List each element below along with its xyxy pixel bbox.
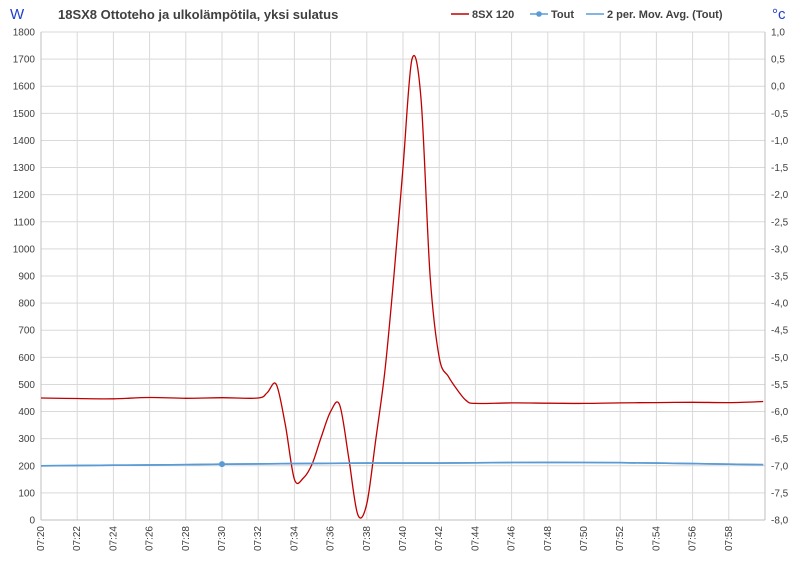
x-tick-label: 07:44 bbox=[470, 526, 481, 551]
x-tick-label: 07:58 bbox=[724, 526, 735, 551]
y-left-tick-label: 600 bbox=[18, 353, 35, 364]
y-right-tick-label: 1,0 bbox=[771, 28, 785, 39]
legend-marker-tout bbox=[536, 11, 542, 17]
y-right-tick-label: -1,0 bbox=[771, 136, 789, 147]
y-left-tick-label: 100 bbox=[18, 488, 35, 499]
y-left-tick-label: 400 bbox=[18, 407, 35, 418]
y-left-tick-label: 1300 bbox=[13, 163, 36, 174]
x-tick-label: 07:22 bbox=[72, 526, 83, 551]
x-tick-label: 07:56 bbox=[688, 526, 699, 551]
y-right-tick-label: -1,5 bbox=[771, 163, 789, 174]
x-tick-label: 07:28 bbox=[181, 526, 192, 551]
x-tick-label: 07:40 bbox=[398, 526, 409, 551]
x-tick-label: 07:30 bbox=[217, 526, 228, 551]
y-right-tick-label: -7,0 bbox=[771, 461, 789, 472]
y-left-tick-label: 200 bbox=[18, 461, 35, 472]
chart-title: 18SX8 Ottoteho ja ulkolämpötila, yksi su… bbox=[58, 7, 338, 22]
y-right-tick-label: -8,0 bbox=[771, 516, 789, 527]
y-left-tick-label: 1500 bbox=[13, 109, 36, 120]
y-right-tick-label: -3,5 bbox=[771, 272, 789, 283]
x-tick-label: 07:48 bbox=[543, 526, 554, 551]
legend: 8SX 120 Tout 2 per. Mov. Avg. (Tout) bbox=[451, 9, 723, 21]
x-tick-label: 07:42 bbox=[434, 526, 445, 551]
left-unit-label: W bbox=[10, 6, 25, 23]
x-tick-label: 07:38 bbox=[362, 526, 373, 551]
y-left-tick-label: 300 bbox=[18, 434, 35, 445]
y-right-tick-label: -4,0 bbox=[771, 299, 789, 310]
x-tick-label: 07:34 bbox=[289, 526, 300, 551]
x-tick-label: 07:32 bbox=[253, 526, 264, 551]
x-tick-label: 07:20 bbox=[36, 526, 47, 551]
x-tick-label: 07:52 bbox=[615, 526, 626, 551]
y-right-tick-label: -2,0 bbox=[771, 190, 789, 201]
y-left-tick-label: 800 bbox=[18, 299, 35, 310]
y-left-tick-label: 1700 bbox=[13, 55, 36, 66]
grid bbox=[40, 31, 765, 521]
y-left-tick-label: 500 bbox=[18, 380, 35, 391]
y-right-tick-label: -4,5 bbox=[771, 326, 789, 337]
x-tick-label: 07:36 bbox=[326, 526, 337, 551]
legend-label-8sx120: 8SX 120 bbox=[472, 9, 514, 21]
y-right-tick-label: -7,5 bbox=[771, 488, 789, 499]
x-tick-label: 07:50 bbox=[579, 526, 590, 551]
x-tick-label: 07:46 bbox=[507, 526, 518, 551]
y-right-tick-label: -2,5 bbox=[771, 217, 789, 228]
x-tick-label: 07:26 bbox=[145, 526, 156, 551]
y-right-tick-label: -5,0 bbox=[771, 353, 789, 364]
x-tick-label: 07:54 bbox=[651, 526, 662, 551]
y-right-tick-label: 0,0 bbox=[771, 82, 785, 93]
series-layer bbox=[40, 54, 764, 519]
series-line-2-per-mov-avg-tout bbox=[40, 461, 764, 467]
right-unit-label: °c bbox=[772, 6, 786, 23]
legend-label-tout: Tout bbox=[551, 9, 574, 21]
y-left-tick-label: 900 bbox=[18, 272, 35, 283]
y-right-tick-label: -6,5 bbox=[771, 434, 789, 445]
y-left-tick-label: 1400 bbox=[13, 136, 36, 147]
y-right-tick-label: -3,0 bbox=[771, 244, 789, 255]
series-line-8sx-120 bbox=[40, 54, 764, 519]
y-left-tick-label: 0 bbox=[29, 516, 35, 527]
y-left-tick-label: 1100 bbox=[13, 217, 35, 228]
y-right-tick-label: -0,5 bbox=[771, 109, 789, 120]
y-left-tick-label: 1800 bbox=[13, 28, 36, 39]
y-right-tick-label: 0,5 bbox=[771, 55, 785, 66]
legend-label-moving-average: 2 per. Mov. Avg. (Tout) bbox=[607, 9, 723, 21]
y-right-tick-label: -5,5 bbox=[771, 380, 789, 391]
y-left-tick-label: 1000 bbox=[13, 244, 36, 255]
y-left-tick-label: 1600 bbox=[13, 82, 36, 93]
x-tick-label: 07:24 bbox=[108, 526, 119, 551]
y-left-tick-label: 1200 bbox=[13, 190, 36, 201]
axes: 0 -8,0 100 -7,5 200 -7,0 300 -6,5 400 -6,0 500 -5,5… bbox=[13, 28, 789, 552]
y-right-tick-label: -6,0 bbox=[771, 407, 789, 418]
y-left-tick-label: 700 bbox=[18, 326, 35, 337]
